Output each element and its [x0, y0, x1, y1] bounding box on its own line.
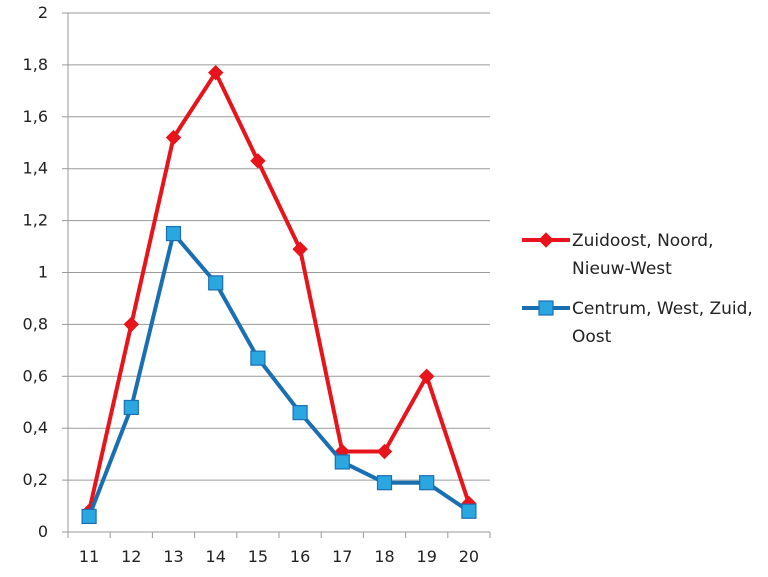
square-marker: [461, 503, 477, 519]
x-tick-label: 11: [79, 547, 99, 566]
x-tick-label: 19: [417, 547, 437, 566]
series-line: [87, 70, 471, 512]
legend-marker: [538, 300, 554, 316]
y-tick-label: 0,6: [23, 366, 48, 385]
x-tick-label: 18: [374, 547, 394, 566]
square-marker: [165, 225, 182, 242]
diamond-marker: [123, 316, 140, 333]
square-marker: [376, 475, 393, 491]
diamond-marker: [165, 129, 182, 146]
y-tick-label: 1,6: [23, 107, 48, 126]
square-marker: [334, 454, 350, 470]
legend-marker: [538, 232, 554, 248]
x-tick-label: 14: [206, 547, 226, 566]
y-tick-label: 0,8: [23, 314, 48, 333]
square-marker: [123, 399, 139, 416]
diamond-marker: [376, 443, 393, 460]
y-tick-label: 0: [38, 522, 48, 541]
square-marker: [250, 350, 266, 366]
series-1: [81, 225, 477, 525]
y-tick-label: 1: [38, 263, 48, 282]
y-tick-label: 1,2: [23, 211, 48, 230]
diamond-marker: [418, 368, 435, 385]
diamond-marker: [250, 153, 266, 169]
y-tick-label: 0,2: [23, 470, 48, 489]
series: [81, 64, 477, 525]
series-0: [81, 64, 477, 519]
legend-label: Zuidoost, Noord,: [572, 231, 713, 251]
diamond-marker: [292, 241, 308, 257]
x-tick-label: 20: [459, 547, 479, 566]
x-tick-label: 16: [290, 547, 310, 566]
legend-item-1: Centrum, West, Zuid, Oost: [522, 299, 753, 347]
x-tick-label: 17: [332, 547, 352, 566]
y-tick-label: 2: [38, 3, 48, 22]
legend-item-0: Zuidoost, Noord, Nieuw-West: [522, 231, 713, 279]
x-tick-label: 12: [121, 547, 141, 566]
legend: Zuidoost, Noord, Nieuw-West Centrum, West,…: [522, 231, 753, 347]
square-marker: [208, 275, 224, 291]
x-tick-label: 15: [248, 547, 268, 566]
axes: 0 0,2 0,4 0,6 0,8 1 1,2 1,4 1,6 1,8 2 11 12 13 14 15 16 1…: [23, 3, 491, 566]
y-tick-label: 1,8: [23, 55, 48, 74]
y-tick-label: 1,4: [23, 159, 48, 178]
legend-label: Oost: [572, 327, 612, 347]
square-marker: [419, 475, 435, 491]
x-tick-label: 13: [163, 547, 183, 566]
legend-label: Nieuw-West: [572, 259, 672, 279]
legend-label: Centrum, West, Zuid,: [572, 299, 753, 319]
square-marker: [81, 508, 97, 525]
series-line: [87, 231, 471, 518]
y-tick-label: 0,4: [23, 418, 48, 437]
square-marker: [292, 405, 308, 421]
diamond-marker: [207, 64, 224, 81]
